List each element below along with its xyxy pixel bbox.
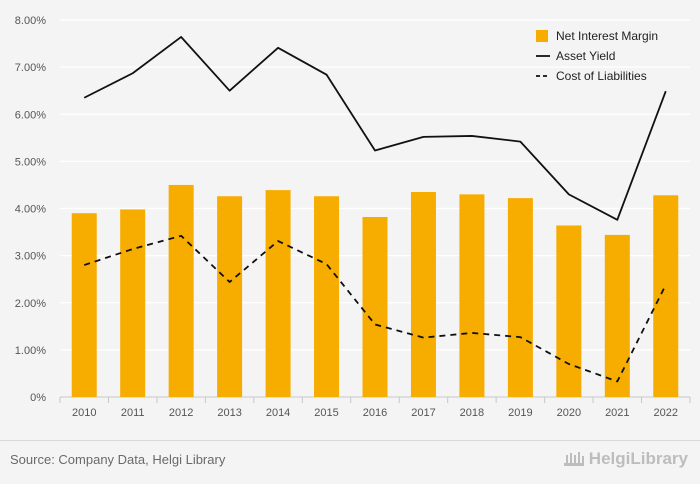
source-note: Source: Company Data, Helgi Library xyxy=(10,452,226,467)
legend-swatch-bar xyxy=(536,30,548,42)
x-tick-label: 2011 xyxy=(121,407,145,419)
footer: Source: Company Data, Helgi Library Helg… xyxy=(0,440,700,484)
x-tick-label: 2015 xyxy=(314,407,338,419)
legend-label: Asset Yield xyxy=(556,49,615,63)
gridlines xyxy=(60,19,690,398)
x-tick-label: 2021 xyxy=(605,407,629,419)
bar xyxy=(314,196,340,397)
line-series xyxy=(83,36,667,383)
x-tick-label: 2017 xyxy=(411,407,435,419)
line-cost-of-liabilities xyxy=(83,234,667,383)
bar xyxy=(410,192,436,397)
y-tick-label: 6.00% xyxy=(15,109,46,121)
y-axis: 0% 1.00% 2.00% 3.00% 4.00% 5.00% 6.00% 7.00% 8.0… xyxy=(15,15,46,404)
x-tick-label: 2014 xyxy=(266,407,290,419)
chart-area: 0% 1.00% 2.00% 3.00% 4.00% 5.00% 6.00% 7.00% 8.0… xyxy=(15,15,691,419)
bar xyxy=(604,234,630,397)
y-tick-label: 2.00% xyxy=(15,298,46,310)
bar xyxy=(653,195,679,397)
line-asset-yield xyxy=(83,36,667,221)
bar xyxy=(459,194,485,397)
x-tick-label: 2018 xyxy=(460,407,484,419)
x-tick-label: 2019 xyxy=(508,407,532,419)
bar-series-net-interest-margin xyxy=(71,184,679,397)
y-tick-label: 7.00% xyxy=(15,62,46,74)
legend-label: Cost of Liabilities xyxy=(556,69,647,83)
library-icon xyxy=(563,452,584,466)
bar xyxy=(362,216,388,397)
x-axis: 2010 2011 2012 2013 2014 2015 2016 2017 2018 2019… xyxy=(59,397,691,419)
x-tick-label: 2012 xyxy=(169,407,193,419)
x-tick-label: 2010 xyxy=(72,407,96,419)
x-tick-label: 2016 xyxy=(363,407,387,419)
y-tick-label: 4.00% xyxy=(15,204,46,216)
brand-logo: HelgiLibrary xyxy=(563,449,688,469)
bar xyxy=(556,225,582,397)
bar xyxy=(120,209,146,397)
y-tick-label: 8.00% xyxy=(15,15,46,27)
legend: Net Interest Margin Asset Yield Cost of Li… xyxy=(536,29,658,83)
bar xyxy=(217,196,243,397)
bar xyxy=(265,190,291,397)
bar xyxy=(71,213,97,397)
x-tick-label: 2020 xyxy=(557,407,581,419)
y-tick-label: 5.00% xyxy=(15,156,46,168)
brand-name: HelgiLibrary xyxy=(588,449,688,468)
y-tick-label: 0% xyxy=(30,392,46,404)
bar xyxy=(507,198,533,397)
x-tick-label: 2013 xyxy=(217,407,241,419)
x-tick-label: 2022 xyxy=(654,407,678,419)
y-tick-label: 3.00% xyxy=(15,251,46,263)
chart-svg: 0% 1.00% 2.00% 3.00% 4.00% 5.00% 6.00% 7.00% 8.0… xyxy=(15,15,691,419)
y-tick-label: 1.00% xyxy=(15,345,46,357)
legend-label: Net Interest Margin xyxy=(556,29,658,43)
bar xyxy=(168,184,194,397)
